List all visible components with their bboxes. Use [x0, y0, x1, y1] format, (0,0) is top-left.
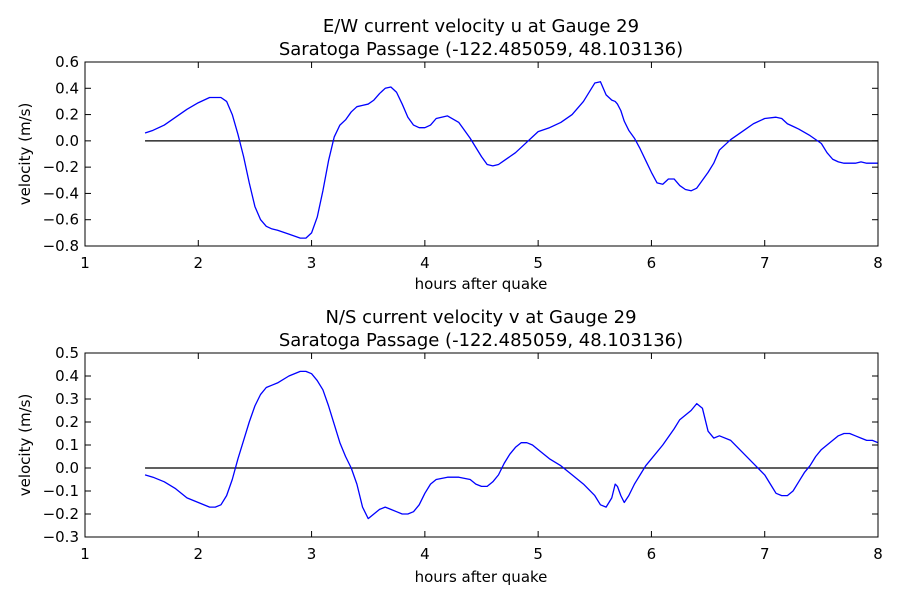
panel-ns-velocity: N/S current velocity v at Gauge 29 Sarat…: [16, 307, 883, 586]
axis-ticks: 1 2 3 4 5 6 7 8 −0.8 −0.6 −0.4 −0.2 0.0 0.2 0.4 0.6: [43, 53, 883, 272]
chart-title: N/S current velocity v at Gauge 29: [325, 307, 636, 328]
x-tick-label: 5: [533, 254, 543, 272]
y-tick-label: −0.1: [43, 482, 79, 500]
chart-subtitle: Saratoga Passage (-122.485059, 48.103136…: [279, 330, 683, 351]
chart-title: E/W current velocity u at Gauge 29: [323, 16, 639, 37]
x-tick-label: 4: [420, 254, 430, 272]
x-tick-label: 2: [194, 545, 204, 563]
x-tick-label: 6: [647, 545, 657, 563]
y-axis-label: velocity (m/s): [16, 103, 34, 206]
y-tick-label: 0.5: [55, 344, 79, 362]
chart-subtitle: Saratoga Passage (-122.485059, 48.103136…: [279, 39, 683, 60]
y-tick-label: 0.3: [55, 390, 79, 408]
y-tick-label: 0.0: [55, 459, 79, 477]
y-tick-label: 0.4: [55, 79, 79, 97]
panel-ew-velocity: E/W current velocity u at Gauge 29 Sarat…: [16, 16, 883, 293]
y-tick-label: −0.2: [43, 158, 79, 176]
x-tick-label: 3: [307, 254, 317, 272]
x-axis-label: hours after quake: [415, 568, 548, 586]
y-tick-label: 0.6: [55, 53, 79, 71]
y-tick-label: 0.1: [55, 436, 79, 454]
plot-frame: [84, 352, 879, 538]
plot-area: [144, 370, 879, 520]
x-tick-label: 2: [194, 254, 204, 272]
y-tick-label: 0.0: [55, 132, 79, 150]
y-tick-label: −0.8: [43, 237, 79, 255]
x-axis-label: hours after quake: [415, 275, 548, 293]
axis-ticks: 1 2 3 4 5 6 7 8 −0.3 −0.2 −0.1 0.0 0.1 0.2 0.3 0.4 0.5: [43, 344, 883, 563]
x-tick-label: 3: [307, 545, 317, 563]
plot-area: [144, 81, 878, 239]
y-tick-label: −0.3: [43, 528, 79, 546]
x-tick-label: 1: [80, 254, 90, 272]
y-axis-label: velocity (m/s): [16, 394, 34, 497]
x-tick-label: 7: [760, 254, 770, 272]
y-tick-label: 0.2: [55, 413, 79, 431]
y-tick-label: −0.6: [43, 211, 79, 229]
x-tick-label: 6: [647, 254, 657, 272]
x-tick-label: 1: [80, 545, 90, 563]
y-tick-label: −0.4: [43, 184, 79, 202]
y-tick-label: 0.4: [55, 367, 79, 385]
x-tick-label: 4: [420, 545, 430, 563]
y-tick-label: −0.2: [43, 505, 79, 523]
x-tick-label: 5: [533, 545, 543, 563]
series-line: [144, 370, 879, 520]
plot-frame: [84, 61, 879, 247]
series-line: [144, 81, 878, 239]
x-tick-label: 8: [873, 545, 883, 563]
x-tick-label: 8: [873, 254, 883, 272]
y-tick-label: 0.2: [55, 106, 79, 124]
x-tick-label: 7: [760, 545, 770, 563]
